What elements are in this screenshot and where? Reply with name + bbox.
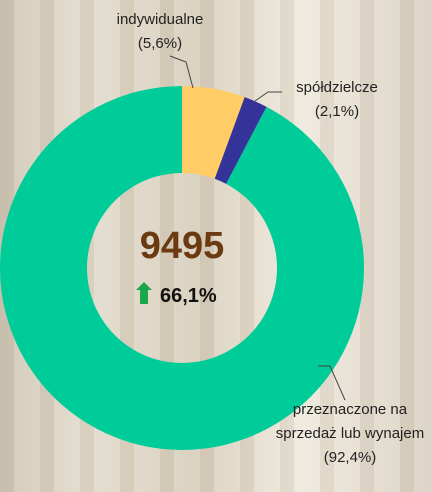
leader-line xyxy=(170,56,193,88)
center-value: 9495 xyxy=(140,225,225,267)
value-label: (5,6%) xyxy=(138,32,182,56)
category-label: indywidualne xyxy=(117,8,204,32)
data-label: spółdzielcze(2,1%) xyxy=(262,76,412,124)
data-label: indywidualne(5,6%) xyxy=(90,8,230,56)
data-label: przeznaczone na sprzedaż lub wynajem(92,… xyxy=(265,398,432,470)
up-arrow xyxy=(136,282,152,304)
value-label: (2,1%) xyxy=(315,100,359,124)
chart: 9495 66,1% indywidualne(5,6%) spółdzielcze… xyxy=(0,0,432,492)
category-label: przeznaczone na sprzedaż lub wynajem xyxy=(275,398,425,446)
value-label: (92,4%) xyxy=(324,446,377,470)
category-label: spółdzielcze xyxy=(296,76,378,100)
change-label: 66,1% xyxy=(160,285,217,307)
